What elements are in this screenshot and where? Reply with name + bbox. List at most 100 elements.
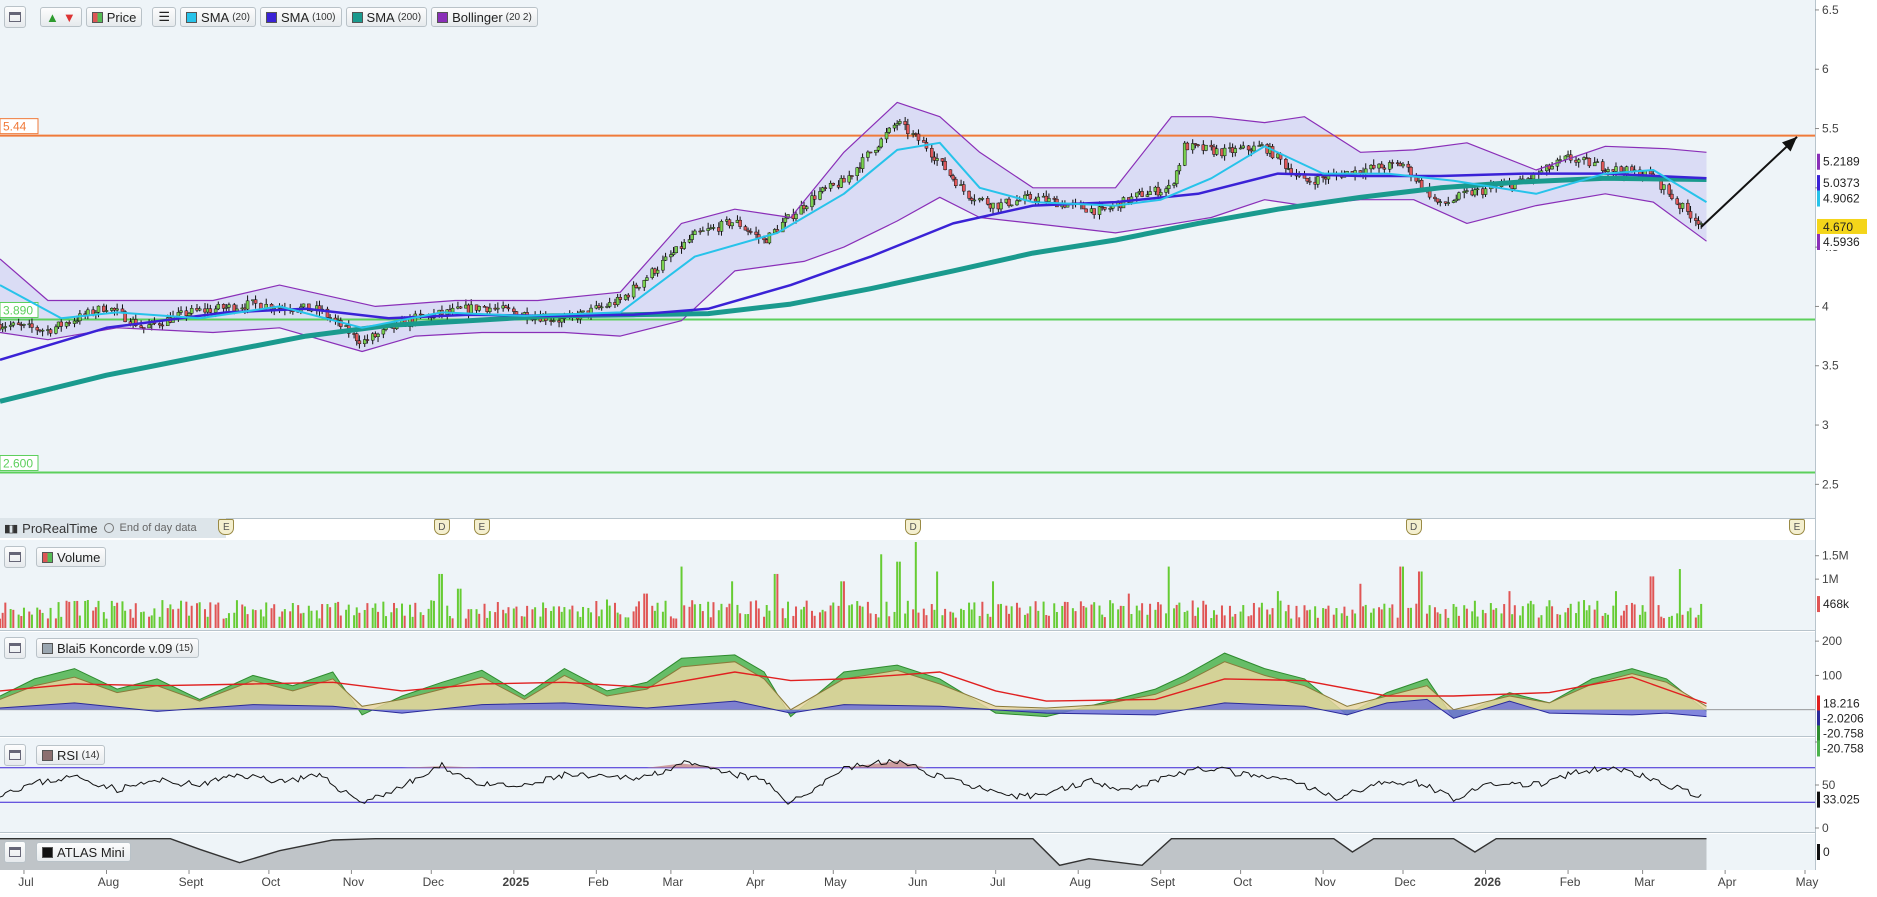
sma100-swatch-icon xyxy=(266,11,277,23)
candle-body xyxy=(626,294,631,298)
series-line-boll_upper[interactable] xyxy=(0,101,1707,307)
volume-bar xyxy=(856,601,859,628)
candle-body xyxy=(1600,161,1605,171)
volume-bar xyxy=(563,607,566,628)
candle-body xyxy=(895,123,899,126)
volume-bar xyxy=(470,609,473,628)
volume-bar xyxy=(1564,612,1567,628)
dividend-event-marker[interactable]: D xyxy=(433,519,450,535)
volume-bar xyxy=(989,616,992,628)
candle-body xyxy=(1145,194,1150,197)
candle-body xyxy=(1260,144,1264,146)
volume-bar xyxy=(86,599,89,628)
window-icon[interactable] xyxy=(4,841,26,863)
candle-body xyxy=(1619,166,1624,172)
sma200-legend-button[interactable]: SMA (200) xyxy=(345,7,428,27)
bollinger-legend-button[interactable]: Bollinger (20 2) xyxy=(431,7,538,27)
volume-bar xyxy=(142,611,145,628)
candle-body xyxy=(197,308,202,311)
candle-body xyxy=(1379,163,1384,169)
volume-bar xyxy=(725,607,728,628)
candle-body xyxy=(599,306,604,309)
candle-body xyxy=(96,305,101,313)
candle-body xyxy=(504,305,508,308)
sma100-legend-button[interactable]: SMA (100) xyxy=(260,7,342,27)
sma20-legend-button[interactable]: SMA (20) xyxy=(180,7,256,27)
series-line-sma200[interactable] xyxy=(0,175,1707,404)
window-icon[interactable] xyxy=(4,6,26,28)
volume-bars[interactable] xyxy=(0,542,1703,628)
candle-body xyxy=(1446,202,1451,204)
window-icon[interactable] xyxy=(4,637,26,659)
rsi-line[interactable] xyxy=(0,758,1702,805)
window-icon[interactable] xyxy=(4,546,26,568)
koncorde-line-average[interactable] xyxy=(0,671,1707,705)
x-tick-label: Nov xyxy=(343,875,364,889)
volume-bar xyxy=(1287,604,1290,628)
candle-body xyxy=(187,313,191,316)
volume-bar xyxy=(1402,566,1405,628)
atlas-legend-button[interactable]: ATLAS Mini xyxy=(36,842,131,862)
volume-bar xyxy=(315,610,318,628)
volume-bar xyxy=(717,610,720,628)
volume-bar xyxy=(148,616,151,628)
volume-bar xyxy=(385,616,388,628)
volume-legend-button[interactable]: Volume xyxy=(36,547,107,567)
dividend-event-marker[interactable]: D xyxy=(905,519,922,535)
volume-bar xyxy=(54,618,57,628)
volume-bar xyxy=(366,603,369,628)
volume-bar xyxy=(1202,600,1205,628)
candle-body xyxy=(581,310,585,313)
volume-bar xyxy=(757,608,760,628)
candle-body xyxy=(1135,192,1139,198)
volume-bar xyxy=(1284,611,1287,628)
volume-bar xyxy=(739,613,742,628)
volume-bar xyxy=(997,604,1000,628)
volume-bar xyxy=(1260,602,1263,628)
window-icon[interactable] xyxy=(4,744,26,766)
volume-bar xyxy=(339,615,342,628)
koncorde-line-tan[interactable] xyxy=(0,661,1707,711)
candle-body xyxy=(64,322,69,327)
candle-body xyxy=(365,339,370,341)
candle-body xyxy=(868,151,873,154)
volume-bar xyxy=(1266,609,1269,628)
volume-bar xyxy=(326,604,329,628)
volume-bar xyxy=(1074,611,1077,628)
candle-body xyxy=(1475,188,1480,191)
earnings-event-marker[interactable]: E xyxy=(218,519,235,535)
candle-body xyxy=(1158,192,1163,196)
price-legend-button[interactable]: Price xyxy=(85,7,143,27)
earnings-event-marker[interactable]: E xyxy=(1789,519,1805,535)
earnings-event-marker[interactable]: E xyxy=(473,519,490,535)
volume-bar xyxy=(1545,606,1548,628)
dividend-event-marker[interactable]: D xyxy=(1405,519,1422,535)
volume-bar xyxy=(57,602,60,628)
projection-arrow-line[interactable] xyxy=(1700,136,1798,228)
indicator-list-button[interactable]: ☰ xyxy=(152,7,177,27)
volume-bar xyxy=(358,612,361,628)
volume-bar xyxy=(925,615,928,628)
series-line-boll_lower[interactable] xyxy=(0,193,1707,353)
series-line-sma20[interactable] xyxy=(0,141,1708,329)
volume-legend-label: Volume xyxy=(57,549,101,565)
koncorde-line-blue[interactable] xyxy=(0,698,1707,719)
volume-bar xyxy=(105,618,108,628)
volume-bar xyxy=(651,605,654,628)
up-down-arrows-button[interactable]: ▲ ▼ xyxy=(40,7,82,27)
volume-bar xyxy=(1173,608,1176,628)
koncorde-legend-button[interactable]: Blai5 Koncorde v.09 (15) xyxy=(36,638,200,658)
volume-bar xyxy=(283,609,286,628)
value-label-text: 468k xyxy=(1823,597,1850,611)
candle-body xyxy=(72,320,77,324)
value-label-text: -20.758 xyxy=(1823,741,1864,755)
volume-bar xyxy=(1204,604,1207,628)
candle-body xyxy=(645,277,649,281)
volume-bar xyxy=(36,607,39,628)
rsi-legend-button[interactable]: RSI (14) xyxy=(36,745,106,765)
atlas-line[interactable] xyxy=(0,838,1707,867)
volume-bar xyxy=(318,618,321,628)
volume-bar xyxy=(568,609,571,628)
volume-bar xyxy=(560,611,563,628)
